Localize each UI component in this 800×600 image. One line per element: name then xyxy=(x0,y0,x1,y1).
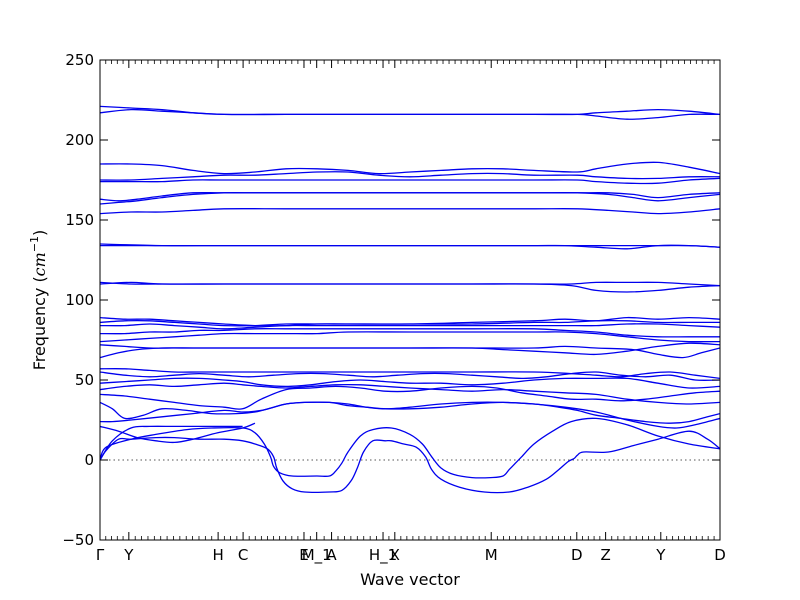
band-line-4 xyxy=(100,425,243,461)
x-axis-ticks: Γ Y H C EM_1A H_1X M D Z Y D xyxy=(96,60,726,565)
y-axis-title-main: Frequency xyxy=(30,288,49,371)
band-line-10 xyxy=(100,371,720,382)
band-line-22 xyxy=(100,243,720,250)
y-axis-title: Frequency (cm−1) xyxy=(28,230,49,371)
x-tick-label-8: H_1 xyxy=(369,546,397,565)
band-line-7 xyxy=(100,382,720,405)
band-line-1 xyxy=(100,430,720,494)
x-tick-label-3: H xyxy=(212,546,223,564)
x-tick-label-12: Z xyxy=(600,546,610,564)
x-tick-label-7: A xyxy=(326,546,337,564)
x-tick-label-6: M_1 xyxy=(302,546,332,565)
x-tick-label-1: Γ xyxy=(96,546,105,564)
band-lines xyxy=(100,105,720,494)
x-tick-label-13: Y xyxy=(655,546,666,564)
band-line-28 xyxy=(100,161,720,175)
band-line-20 xyxy=(100,281,720,293)
band-line-9 xyxy=(100,377,720,389)
band-line-2 xyxy=(100,417,720,479)
band-line-30 xyxy=(100,105,720,120)
x-tick-label-11: D xyxy=(571,546,583,564)
x-tick-label-2: Y xyxy=(123,546,134,564)
y-tick-label: 50 xyxy=(75,371,94,389)
x-tick-label-5: E xyxy=(299,546,308,564)
y-tick-label: 200 xyxy=(65,131,94,149)
band-line-13 xyxy=(100,342,720,356)
x-axis-title: Wave vector xyxy=(360,570,460,589)
y-tick-label: −50 xyxy=(62,531,94,549)
band-line-26 xyxy=(100,177,720,185)
y-tick-label: 250 xyxy=(65,51,94,69)
x-tick-label-10: M xyxy=(485,546,498,564)
y-tick-label: 0 xyxy=(84,451,94,469)
band-line-16 xyxy=(100,323,720,330)
band-line-27 xyxy=(100,171,720,181)
band-line-11 xyxy=(100,368,720,380)
band-line-6 xyxy=(100,401,720,429)
y-axis-title-unit-exponent: −1 xyxy=(28,236,41,252)
band-line-15 xyxy=(100,328,720,338)
y-axis-ticks: −50 0 50 100 150 200 250 xyxy=(62,51,720,549)
band-line-23 xyxy=(100,208,720,215)
x-tick-label-14: D xyxy=(714,546,726,564)
x-tick-label-9: X xyxy=(390,546,400,564)
y-axis-title-unit: cm xyxy=(30,252,49,276)
band-line-8 xyxy=(100,385,720,410)
band-line-18 xyxy=(100,316,720,327)
band-line-25 xyxy=(100,191,720,202)
band-line-3 xyxy=(100,422,256,444)
y-tick-label: 100 xyxy=(65,291,94,309)
band-line-14 xyxy=(100,331,720,343)
y-tick-label: 150 xyxy=(65,211,94,229)
x-tick-label-4: C xyxy=(238,546,248,564)
